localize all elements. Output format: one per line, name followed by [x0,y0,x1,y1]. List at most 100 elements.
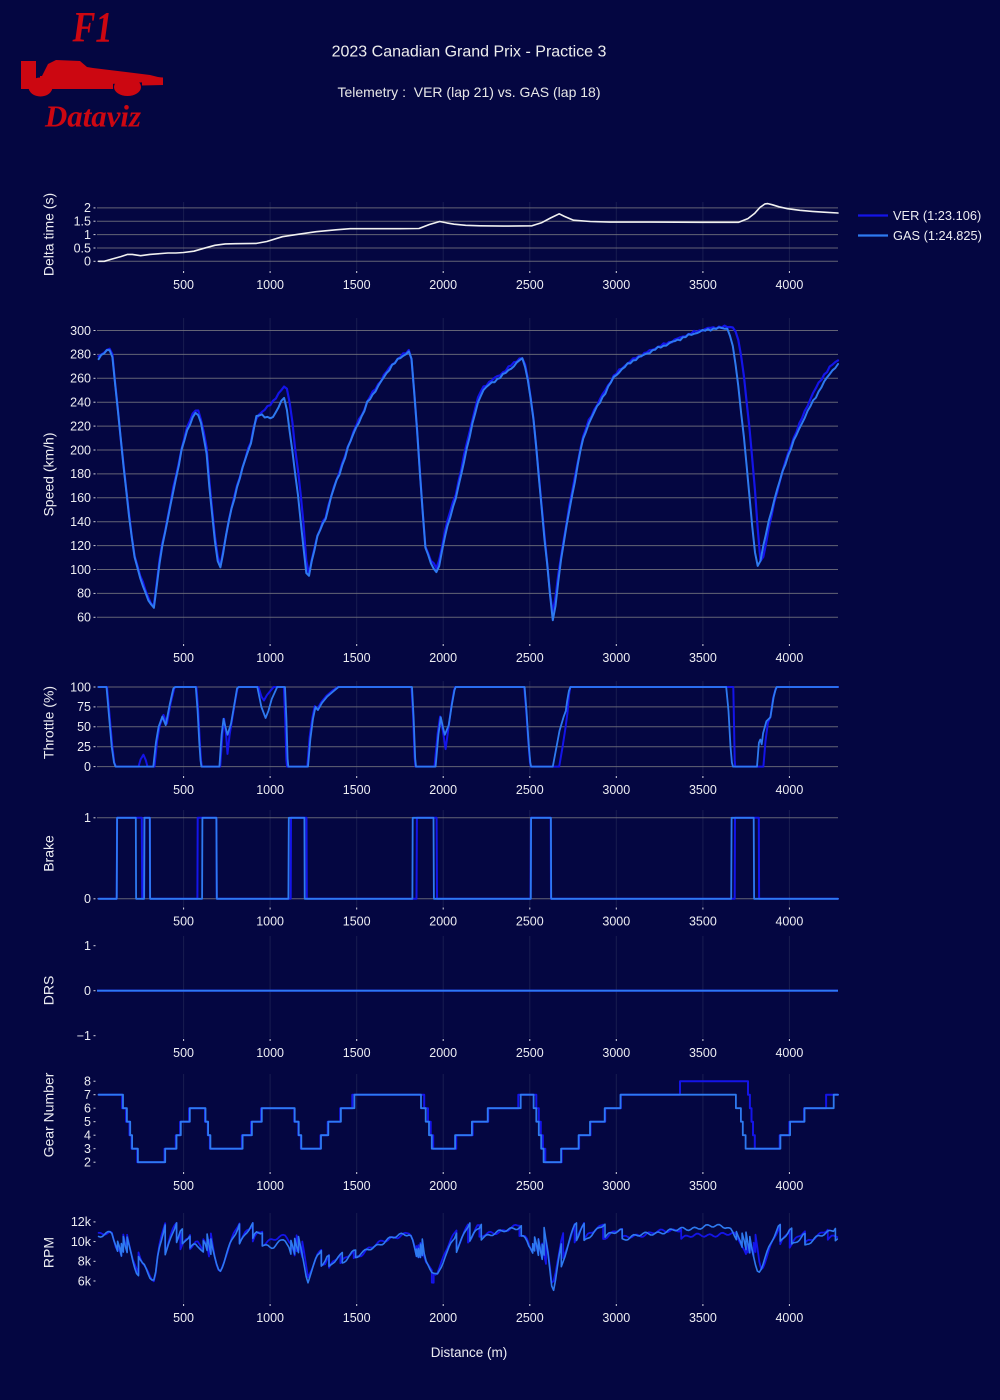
svg-text:3000: 3000 [602,1046,630,1060]
svg-text:3500: 3500 [689,1179,717,1193]
svg-text:4000: 4000 [775,1311,803,1325]
svg-text:3500: 3500 [689,278,717,292]
svg-text:GAS (1:24.825): GAS (1:24.825) [893,228,982,243]
svg-text:2: 2 [84,1156,91,1170]
svg-text:10k: 10k [71,1235,92,1249]
svg-text:2500: 2500 [516,1179,544,1193]
svg-text:5: 5 [84,1115,91,1129]
svg-text:8k: 8k [78,1255,92,1269]
svg-text:3500: 3500 [689,651,717,665]
svg-text:280: 280 [70,348,91,362]
svg-text:2000: 2000 [429,1179,457,1193]
svg-text:3500: 3500 [689,915,717,929]
svg-text:500: 500 [173,651,194,665]
svg-text:1500: 1500 [343,1311,371,1325]
svg-text:180: 180 [70,467,91,481]
svg-text:25: 25 [77,740,91,754]
svg-text:1000: 1000 [256,1179,284,1193]
svg-text:260: 260 [70,372,91,386]
svg-text:3000: 3000 [602,278,630,292]
svg-text:0: 0 [84,255,91,269]
svg-text:3000: 3000 [602,915,630,929]
svg-text:1: 1 [84,811,91,825]
svg-text:300: 300 [70,324,91,338]
svg-text:4000: 4000 [775,651,803,665]
svg-text:4000: 4000 [775,915,803,929]
svg-text:6k: 6k [78,1274,92,1288]
svg-text:140: 140 [70,515,91,529]
svg-text:200: 200 [70,443,91,457]
svg-text:100: 100 [70,563,91,577]
svg-text:6: 6 [84,1102,91,1116]
svg-text:2000: 2000 [429,1311,457,1325]
svg-text:1500: 1500 [343,651,371,665]
svg-text:80: 80 [77,587,91,601]
svg-text:2000: 2000 [429,278,457,292]
svg-text:2500: 2500 [516,278,544,292]
svg-text:3000: 3000 [602,1179,630,1193]
svg-text:3000: 3000 [602,1311,630,1325]
svg-text:7: 7 [84,1088,91,1102]
svg-text:500: 500 [173,1311,194,1325]
svg-text:Dataviz: Dataviz [44,99,141,134]
svg-text:2500: 2500 [516,915,544,929]
svg-text:500: 500 [173,915,194,929]
svg-text:Speed (km/h): Speed (km/h) [41,432,57,516]
svg-text:220: 220 [70,419,91,433]
svg-text:1500: 1500 [343,278,371,292]
svg-text:1000: 1000 [256,1311,284,1325]
svg-text:4000: 4000 [775,783,803,797]
svg-text:2500: 2500 [516,1311,544,1325]
svg-text:2500: 2500 [516,651,544,665]
svg-text:2023 Canadian Grand Prix - Pra: 2023 Canadian Grand Prix - Practice 3 [332,44,607,61]
svg-text:1000: 1000 [256,783,284,797]
svg-text:1: 1 [84,939,91,953]
svg-text:1000: 1000 [256,1046,284,1060]
svg-text:3000: 3000 [602,651,630,665]
svg-text:3: 3 [84,1142,91,1156]
svg-text:500: 500 [173,1046,194,1060]
svg-text:Delta time (s): Delta time (s) [41,193,57,276]
svg-text:3500: 3500 [689,783,717,797]
svg-text:3500: 3500 [689,1311,717,1325]
svg-text:1500: 1500 [343,1179,371,1193]
svg-text:F1: F1 [72,5,113,52]
svg-text:2000: 2000 [429,915,457,929]
svg-text:60: 60 [77,611,91,625]
svg-text:0.5: 0.5 [74,241,91,255]
svg-text:1000: 1000 [256,651,284,665]
svg-text:2000: 2000 [429,1046,457,1060]
svg-text:2000: 2000 [429,651,457,665]
svg-text:120: 120 [70,539,91,553]
svg-text:Throttle (%): Throttle (%) [41,686,57,759]
svg-text:Gear Number: Gear Number [41,1072,57,1157]
svg-text:VER (1:23.106): VER (1:23.106) [893,208,981,223]
svg-text:240: 240 [70,396,91,410]
svg-text:1500: 1500 [343,915,371,929]
svg-text:1.5: 1.5 [74,215,91,229]
svg-text:3500: 3500 [689,1046,717,1060]
svg-text:75: 75 [77,700,91,714]
svg-text:50: 50 [77,720,91,734]
svg-text:12k: 12k [71,1215,92,1229]
svg-text:500: 500 [173,1179,194,1193]
svg-text:3000: 3000 [602,783,630,797]
svg-text:DRS: DRS [41,976,57,1006]
svg-text:160: 160 [70,491,91,505]
svg-text:100: 100 [70,680,91,694]
svg-text:4000: 4000 [775,1046,803,1060]
svg-text:500: 500 [173,783,194,797]
svg-text:4000: 4000 [775,278,803,292]
svg-text:0: 0 [84,984,91,998]
svg-text:0: 0 [84,760,91,774]
svg-text:Distance (m): Distance (m) [431,1345,508,1360]
svg-text:4000: 4000 [775,1179,803,1193]
svg-text:1000: 1000 [256,915,284,929]
svg-text:Brake: Brake [41,835,57,872]
svg-text:500: 500 [173,278,194,292]
svg-text:2: 2 [84,201,91,215]
svg-text:0: 0 [84,892,91,906]
svg-text:1500: 1500 [343,1046,371,1060]
svg-text:2000: 2000 [429,783,457,797]
svg-text:2500: 2500 [516,783,544,797]
